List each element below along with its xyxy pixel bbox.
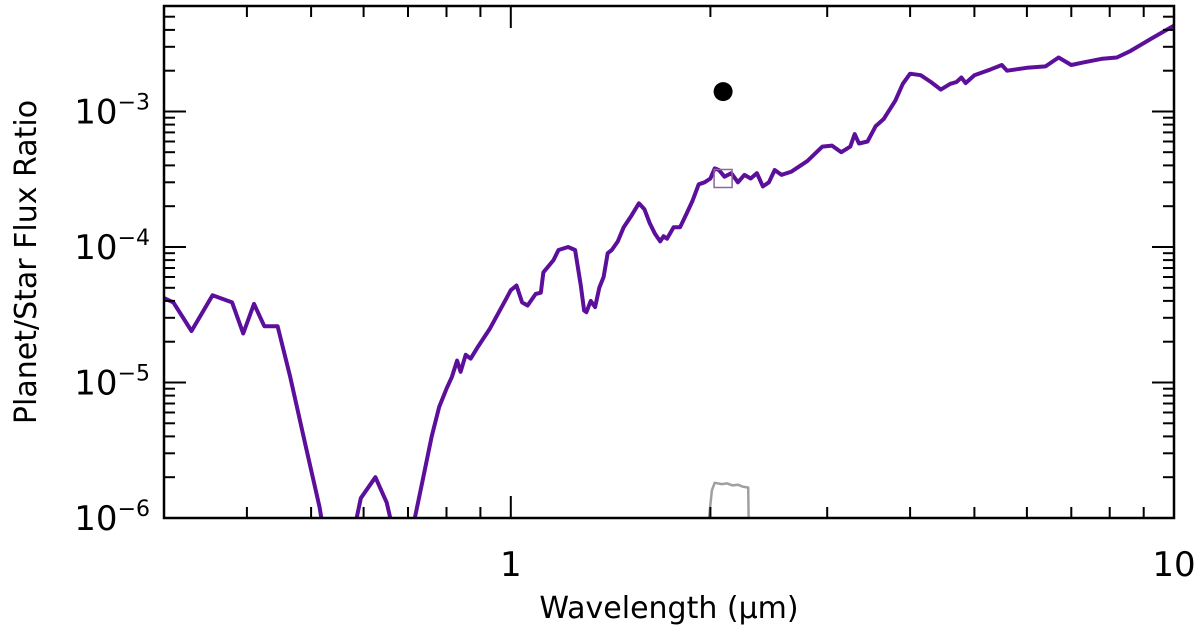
y-tick-label: 10−3: [74, 91, 150, 133]
axis-ticks: [163, 5, 1175, 519]
y-tick-label: 10−6: [74, 497, 150, 539]
y-tick-label: 10−4: [74, 226, 150, 268]
model-band-point: [713, 168, 733, 189]
tick-labels: 1 10 10−6 10−5 10−4 10−3: [74, 91, 1195, 586]
plot-frame: [162, 4, 1176, 520]
model-spectrum-line: [164, 23, 1174, 518]
y-axis-title: Planet/Star Flux Ratio: [9, 100, 44, 424]
y-tick-label: 10−5: [74, 362, 150, 404]
x-axis-title: Wavelength (μm): [539, 591, 798, 626]
x-tick-label: 10: [1152, 545, 1195, 585]
filter-transmission-line: [707, 481, 750, 518]
x-tick-label: 1: [500, 545, 522, 585]
measurement-point: [713, 82, 733, 102]
plot-series-layer: [164, 23, 1174, 518]
